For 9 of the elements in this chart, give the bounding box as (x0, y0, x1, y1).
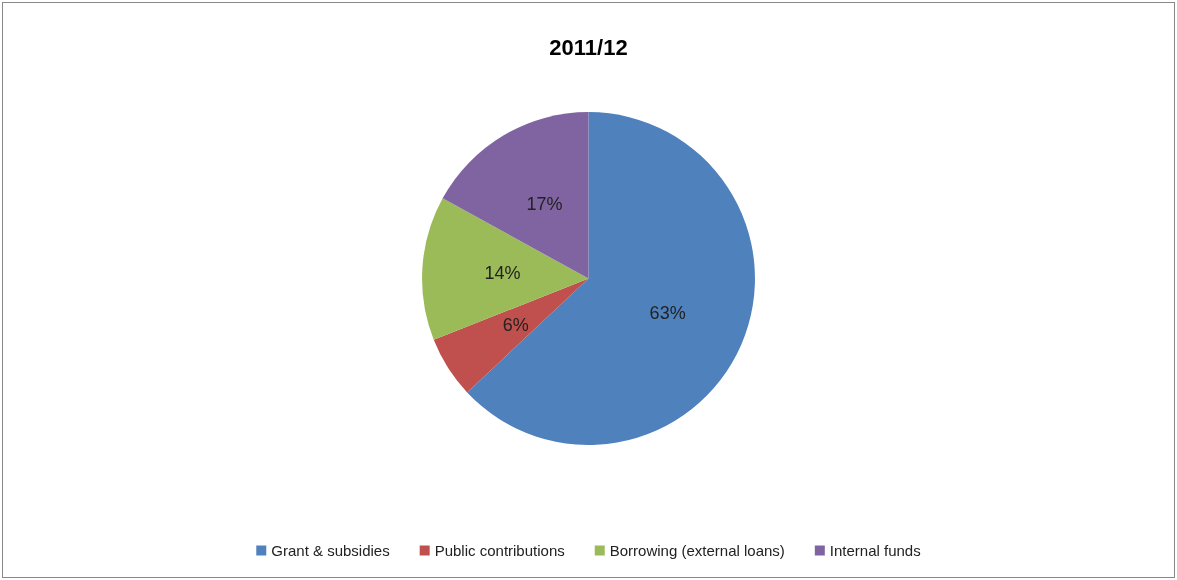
data-label: 63% (649, 302, 686, 323)
data-label: 17% (526, 194, 563, 215)
legend-label: Borrowing (external loans) (609, 542, 785, 559)
legend-label: Public contributions (434, 542, 565, 559)
chart-title: 2011/12 (549, 34, 628, 60)
legend-label: Grant & subsidies (271, 542, 390, 559)
data-label: 14% (484, 263, 521, 284)
data-label: 6% (502, 314, 529, 335)
legend-label: Internal funds (829, 542, 921, 559)
